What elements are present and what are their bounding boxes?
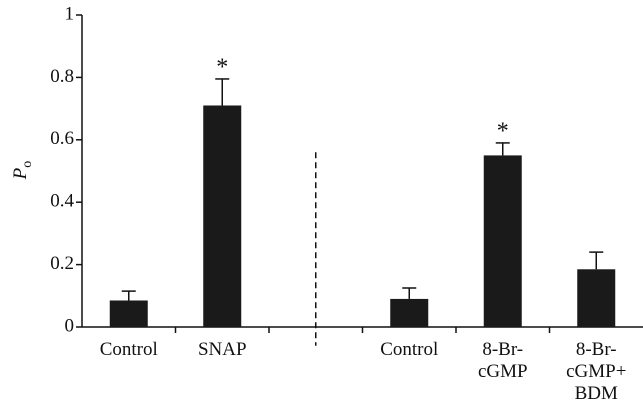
y-tick-label: 0.6 <box>50 128 74 149</box>
y-label-sub: o <box>20 161 35 168</box>
bar <box>203 105 242 327</box>
bar <box>390 298 429 327</box>
significance-marker: * <box>497 118 509 144</box>
y-tick-label: 1 <box>65 3 75 24</box>
x-tick-label: SNAP <box>197 339 247 360</box>
y-tick-label: 0.2 <box>50 253 74 274</box>
y-tick-label: 0.4 <box>50 191 74 212</box>
x-tick-label: 8-Br- cGMP <box>477 339 528 382</box>
x-tick-label: Control <box>380 339 439 360</box>
bar <box>483 155 522 327</box>
x-tick-label: Control <box>99 339 158 360</box>
bar <box>109 300 148 327</box>
y-axis-label: Po <box>10 161 35 181</box>
y-tick-label: 0 <box>65 315 75 336</box>
bar <box>577 269 616 327</box>
x-tick-label: 8-Br- cGMP+ BDM <box>566 339 627 404</box>
y-tick-label: 0.8 <box>50 66 74 87</box>
y-label-main: P <box>10 167 31 180</box>
significance-marker: * <box>216 54 228 80</box>
